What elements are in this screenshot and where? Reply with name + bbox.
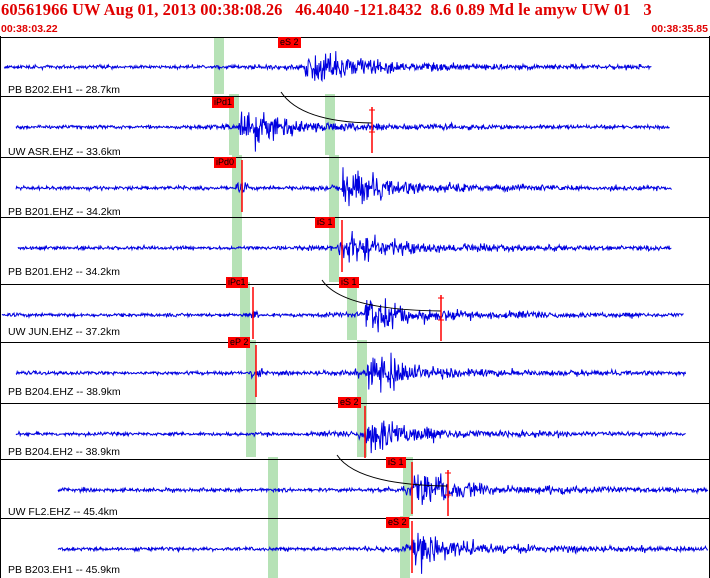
waveform xyxy=(17,230,672,263)
phase-window xyxy=(240,282,250,340)
pick-flag[interactable]: iS 1 xyxy=(315,217,335,228)
waveform xyxy=(15,111,670,152)
phase-window xyxy=(246,401,256,457)
pick-flag[interactable]: eS 2 xyxy=(386,517,409,528)
waveform xyxy=(15,167,673,207)
trace-label: PB B201.EHZ -- 34.2km xyxy=(8,206,121,218)
pick-flag[interactable]: iPd1 xyxy=(212,97,235,108)
phase-window xyxy=(268,516,278,578)
waveform xyxy=(3,51,652,83)
waveform xyxy=(15,420,686,454)
phase-window xyxy=(232,215,242,282)
pick-flag[interactable]: iS 1 xyxy=(386,457,406,468)
waveform xyxy=(57,532,709,574)
time-start: 00:38:03.22 xyxy=(1,23,58,35)
travel-time-curve xyxy=(336,454,449,487)
trace-label: PB B204.EH2 -- 38.9km xyxy=(8,446,121,458)
phase-window xyxy=(347,282,357,340)
pick-flag[interactable]: iPd0 xyxy=(214,157,237,168)
header: 60561966 UW Aug 01, 2013 00:38:08.26 46.… xyxy=(0,0,710,36)
pick-flag[interactable]: eP 2 xyxy=(228,337,251,348)
trace-label: PB B201.EH2 -- 34.2km xyxy=(8,266,121,278)
waveform xyxy=(15,352,687,393)
phase-window xyxy=(246,340,256,401)
phase-window xyxy=(357,401,367,457)
waveform xyxy=(1,298,684,333)
phase-window xyxy=(400,516,410,578)
phase-window xyxy=(403,457,413,516)
trace-label: PB B202.EH1 -- 28.7km xyxy=(8,84,121,96)
trace-label: UW FL2.EHZ -- 45.4km xyxy=(8,506,118,518)
time-end: 00:38:35.85 xyxy=(651,23,708,35)
phase-window xyxy=(357,340,367,401)
phase-window xyxy=(268,457,278,516)
pick-flag[interactable]: eS 2 xyxy=(278,37,301,48)
waveform xyxy=(57,473,709,505)
pick-flag[interactable]: iS 1 xyxy=(339,277,359,288)
trace-label: PB B203.EH1 -- 45.9km xyxy=(8,564,121,576)
travel-time-curve xyxy=(321,279,442,312)
phase-window xyxy=(329,155,339,215)
pick-flag[interactable]: eS 2 xyxy=(338,397,361,408)
trace-label: UW ASR.EHZ -- 33.6km xyxy=(8,146,121,158)
seismogram-panel[interactable] xyxy=(0,36,710,578)
event-title: 60561966 UW Aug 01, 2013 00:38:08.26 46.… xyxy=(1,0,652,19)
travel-time-curve xyxy=(280,91,373,124)
pick-flag[interactable]: iPc1 xyxy=(226,277,248,288)
trace-label: PB B204.EHZ -- 38.9km xyxy=(8,386,121,398)
trace-label: UW JUN.EHZ -- 37.2km xyxy=(8,326,121,338)
